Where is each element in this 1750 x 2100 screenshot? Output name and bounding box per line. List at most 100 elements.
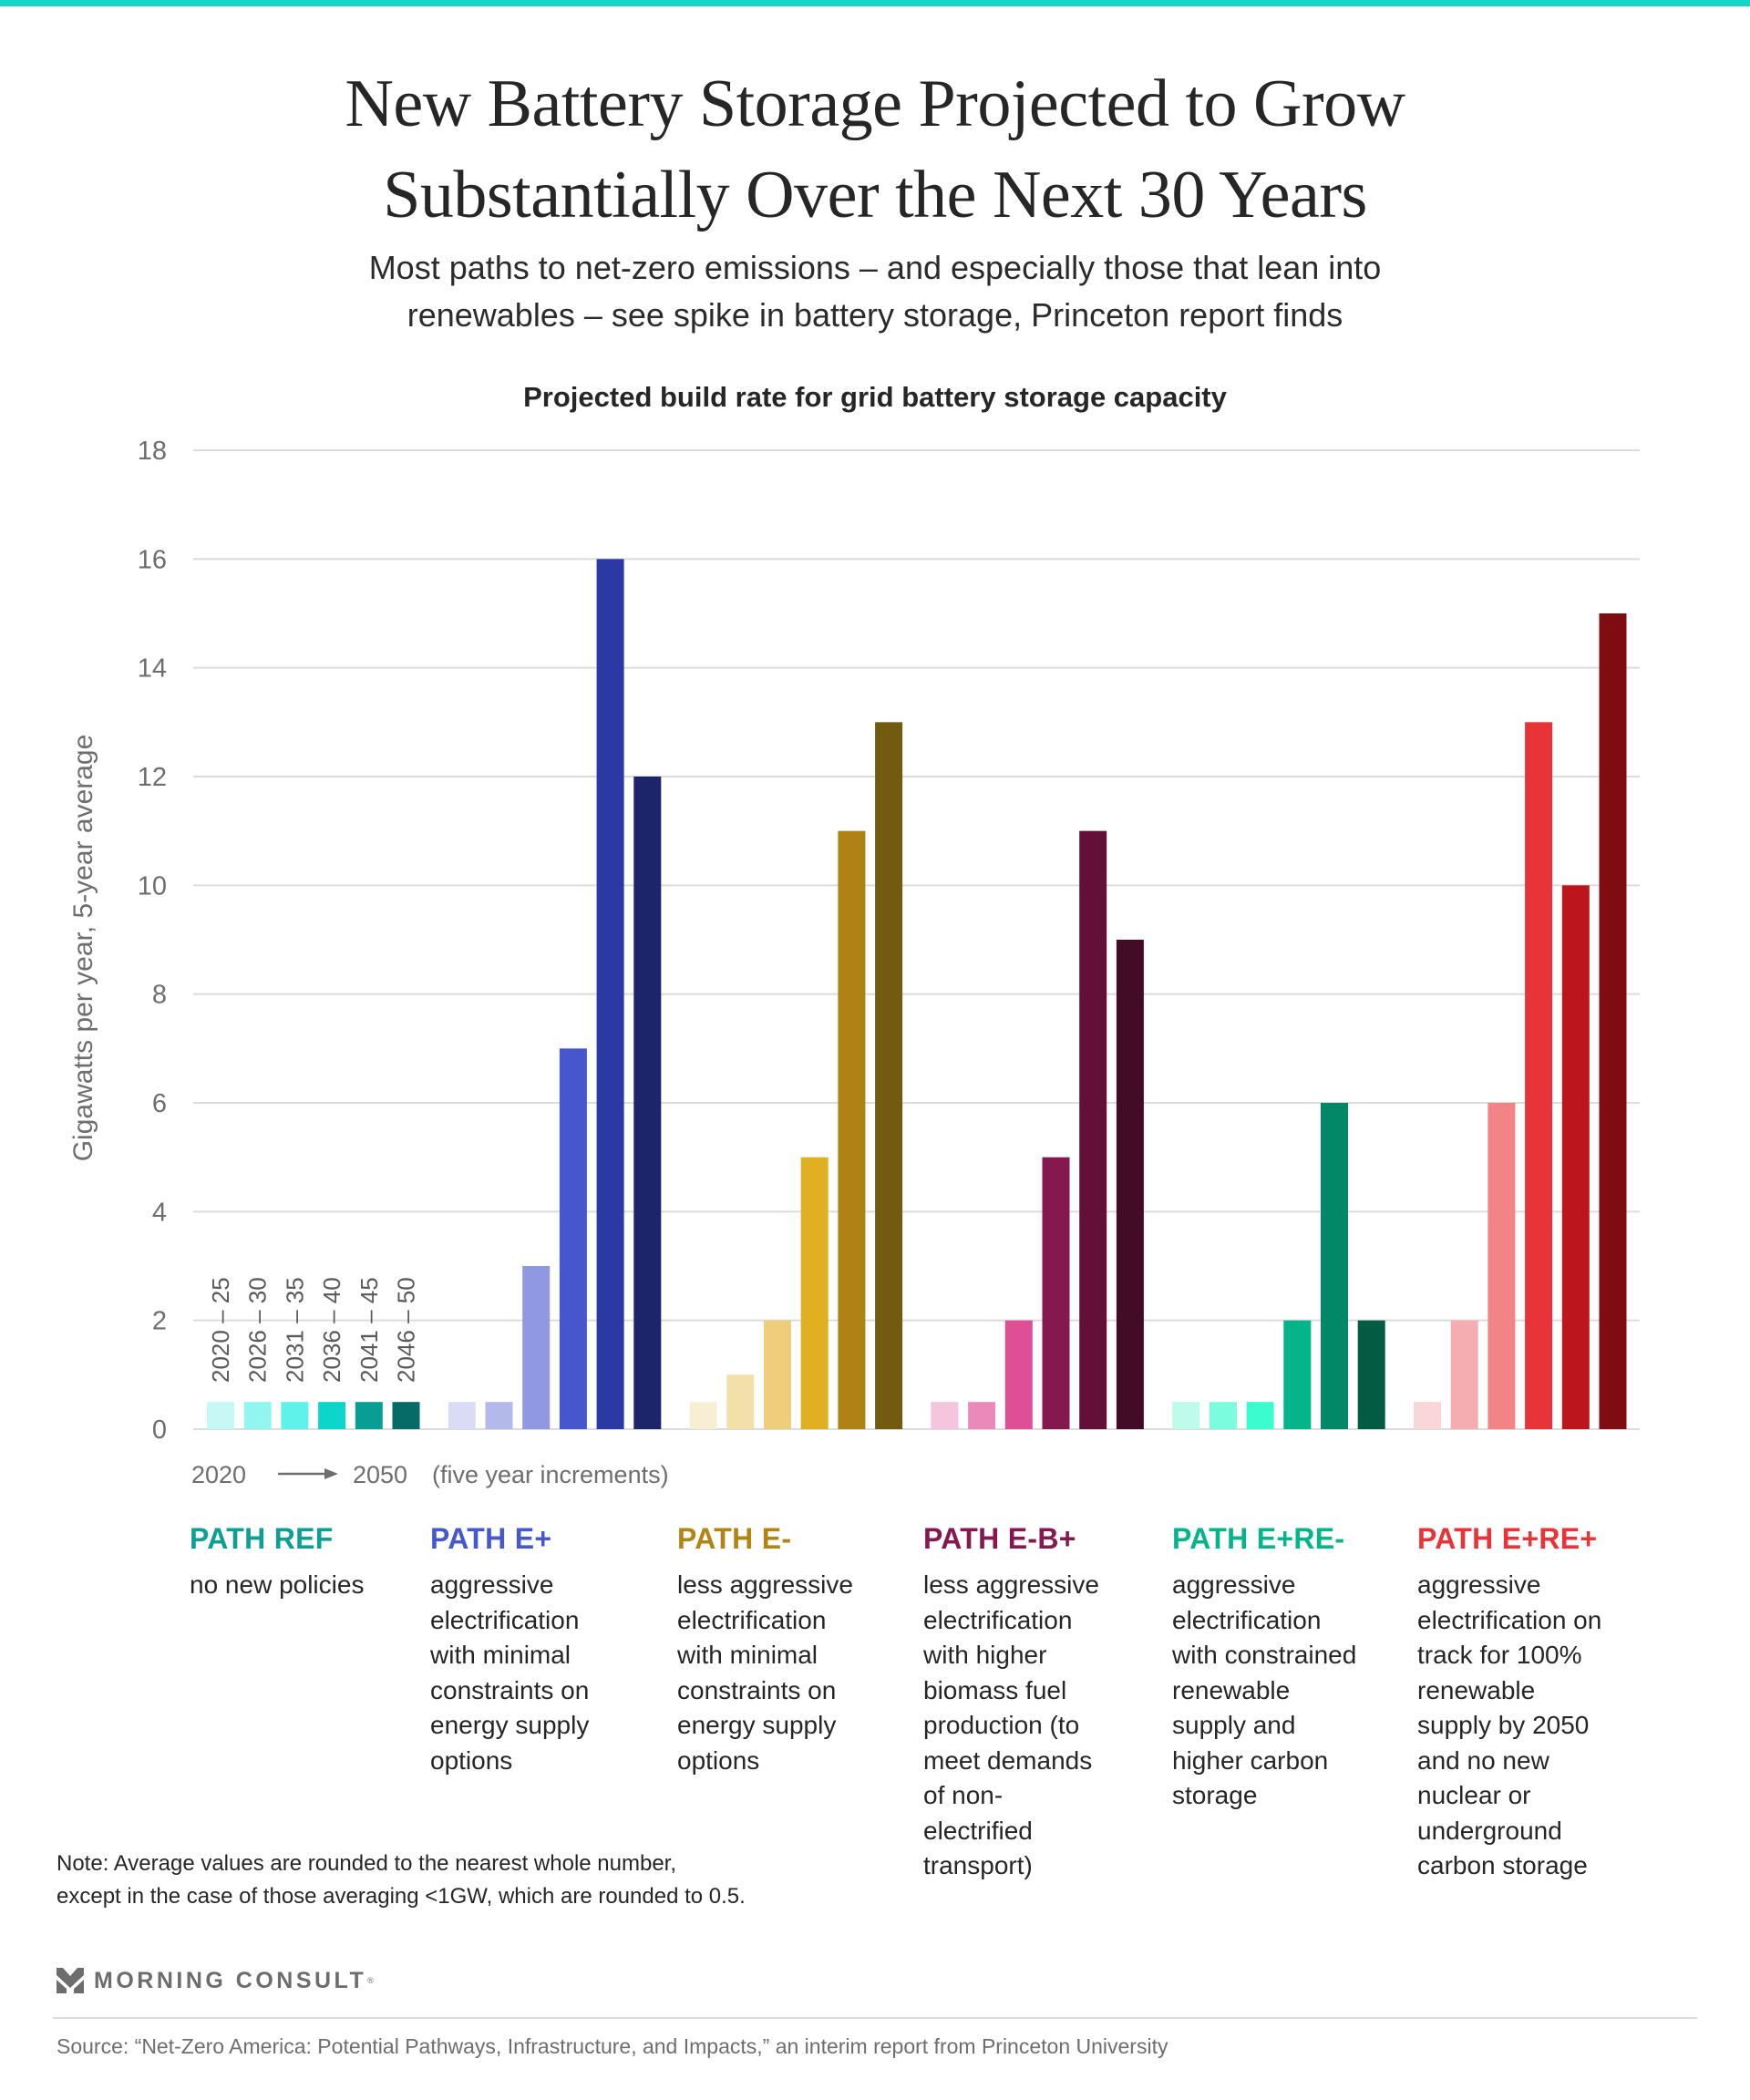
bar: PATH E-B+ 2046 – 50: 9 (1116, 940, 1144, 1429)
bar: PATH E+RE- 2046 – 50: 2 (1357, 1320, 1385, 1429)
bar: PATH E+RE+ 2041 – 45: 10 (1561, 885, 1590, 1429)
bar-chart: 0 2 4 6 8 10 12 14 16 18 Gigawatts per year, 5-ye… (68, 437, 1640, 1488)
path-description-line: carbon storage (1417, 1851, 1588, 1879)
path-description-line: aggressive (430, 1570, 554, 1599)
path-description-line: no new policies (190, 1570, 365, 1599)
path-description-line: aggressive (1417, 1570, 1541, 1599)
bar: PATH REF 2026 – 30: 0.5 (243, 1402, 272, 1429)
bar-group-path-e-re-: PATH E+RE+ 2020 – 25: 0.5 PATH E+RE+ 2026… (1414, 613, 1627, 1429)
bar-group-path-e-: PATH E- 2020 – 25: 0.5 PATH E- 2026 – 30:… (689, 722, 903, 1429)
logo-text: MORNING CONSULT (94, 1967, 367, 1993)
path-description-line: storage (1172, 1781, 1258, 1809)
bar: PATH E+RE+ 2046 – 50: 15 (1599, 613, 1627, 1429)
period-labels: 2020 – 25 2026 – 30 2031 – 35 2036 – 40 2041… (207, 1277, 420, 1383)
path-description-line: less aggressive (677, 1570, 853, 1599)
bar: PATH E- 2020 – 25: 0.5 (689, 1402, 717, 1429)
page-title: New Battery Storage Projected to Grow Su… (0, 58, 1750, 241)
bar: PATH E+RE- 2020 – 25: 0.5 (1172, 1402, 1200, 1429)
y-tick-label: 2 (152, 1307, 167, 1336)
gridlines (193, 449, 1640, 1430)
subtitle-line-2: renewables – see spike in battery storag… (407, 296, 1343, 334)
bar: PATH E+ 2036 – 40: 7 (559, 1048, 587, 1429)
path-description-line: options (677, 1745, 760, 1775)
bar: PATH REF 2041 – 45: 0.5 (355, 1402, 383, 1429)
bar: PATH REF 2046 – 50: 0.5 (392, 1402, 420, 1429)
bar-group-path-e-re-: PATH E+RE- 2020 – 25: 0.5 PATH E+RE- 2026… (1172, 1103, 1385, 1429)
path-description: aggressive electrification with constraine… (1172, 1568, 1400, 1814)
path-name: PATH E+RE+ (1417, 1522, 1598, 1555)
path-description-line: higher carbon (1172, 1745, 1329, 1775)
y-tick-label: 8 (152, 981, 167, 1010)
path-description-line: with constrained (1172, 1641, 1357, 1669)
path-column: PATH E+RE+ aggressive electrification on tr… (1417, 1520, 1645, 1884)
y-axis-ticks: 0 2 4 6 8 10 12 14 16 18 (138, 437, 167, 1445)
note-line-2: except in the case of those averaging <1… (57, 1884, 746, 1909)
bar: PATH E+RE- 2031 – 35: 0.5 (1246, 1402, 1274, 1429)
path-description-line: with higher (923, 1641, 1047, 1669)
path-description-line: supply by 2050 (1417, 1711, 1590, 1739)
path-description: less aggressive electrification with highe… (923, 1568, 1151, 1884)
bar-group-path-e-: PATH E+ 2020 – 25: 0.5 PATH E+ 2026 – 30:… (448, 559, 662, 1429)
path-description-line: with minimal (430, 1641, 571, 1669)
y-axis-label: Gigawatts per year, 5-year average (68, 735, 98, 1162)
bar: PATH E+RE+ 2031 – 35: 6 (1488, 1103, 1516, 1429)
bar: PATH E-B+ 2036 – 40: 5 (1042, 1157, 1070, 1429)
bar: PATH REF 2020 – 25: 0.5 (207, 1402, 234, 1429)
path-description-line: track for 100% (1417, 1641, 1582, 1669)
path-column: PATH E+ aggressive electrification with min… (430, 1520, 658, 1778)
path-description-line: electrification (923, 1605, 1073, 1634)
path-name: PATH E- (677, 1522, 792, 1555)
bar: PATH E- 2031 – 35: 2 (764, 1320, 791, 1429)
path-description-line: and no new (1417, 1745, 1549, 1775)
y-tick-label: 16 (138, 545, 167, 574)
source-citation: Source: “Net-Zero America: Potential Pat… (57, 2034, 1168, 2058)
path-description-line: transport) (923, 1851, 1033, 1879)
title-line-2: Substantially Over the Next 30 Years (383, 158, 1367, 232)
path-description-line: of non- (923, 1781, 1004, 1809)
morning-consult-logo: MORNING CONSULT ® (57, 1967, 374, 1994)
bar: PATH E+RE+ 2026 – 30: 2 (1450, 1320, 1478, 1429)
path-description-line: supply and (1172, 1711, 1296, 1739)
registered-mark: ® (367, 1976, 374, 1985)
path-column: PATH REF no new policies (190, 1520, 417, 1603)
path-description-line: electrification (430, 1605, 580, 1634)
subtitle-line-1: Most paths to net-zero emissions – and e… (368, 249, 1382, 286)
period-label: 2041 – 45 (355, 1277, 383, 1383)
path-description: no new policies (190, 1568, 417, 1603)
path-description-line: electrification (1172, 1605, 1322, 1634)
path-name: PATH E+ (430, 1522, 552, 1555)
bar: PATH E+RE- 2036 – 40: 2 (1283, 1320, 1312, 1429)
path-description: less aggressive electrification with minim… (677, 1568, 905, 1778)
bar: PATH E+RE- 2041 – 45: 6 (1321, 1103, 1348, 1429)
footnote: Note: Average values are rounded to the … (57, 1848, 746, 1913)
path-description-line: aggressive (1172, 1570, 1296, 1599)
y-tick-label: 12 (138, 763, 167, 792)
x-axis-increment-note: (five year increments) (432, 1461, 669, 1488)
bar: PATH E- 2041 – 45: 11 (838, 830, 866, 1429)
y-tick-label: 6 (152, 1089, 167, 1118)
bar: PATH E-B+ 2020 – 25: 0.5 (931, 1402, 959, 1429)
period-label: 2046 – 50 (393, 1277, 420, 1383)
x-axis-start-year: 2020 (191, 1461, 246, 1488)
period-label: 2026 – 30 (244, 1277, 272, 1383)
path-description-line: renewable (1417, 1675, 1536, 1704)
path-description-line: underground (1417, 1816, 1562, 1845)
bar-group-path-ref: PATH REF 2020 – 25: 0.5 PATH REF 2026 – 3… (207, 1402, 420, 1429)
period-label: 2031 – 35 (281, 1277, 308, 1383)
path-description-line: electrification (677, 1605, 827, 1634)
path-description-line: constraints on (677, 1675, 837, 1704)
path-description-line: production (to (923, 1711, 1080, 1739)
bar: PATH REF 2036 – 40: 0.5 (318, 1402, 346, 1429)
y-tick-label: 4 (152, 1198, 167, 1227)
y-tick-label: 18 (138, 437, 167, 466)
y-tick-label: 0 (152, 1415, 167, 1445)
y-tick-label: 10 (138, 871, 167, 901)
bar-group-path-e-b-: PATH E-B+ 2020 – 25: 0.5 PATH E-B+ 2026 –… (931, 830, 1144, 1429)
page-subtitle: Most paths to net-zero emissions – and e… (0, 244, 1750, 339)
note-line-1: Note: Average values are rounded to the … (57, 1851, 677, 1876)
path-column: PATH E-B+ less aggressive electrification w… (923, 1520, 1151, 1884)
path-description-line: biomass fuel (923, 1675, 1067, 1704)
bar: PATH E+RE- 2026 – 30: 0.5 (1209, 1402, 1237, 1429)
path-description: aggressive electrification on track for 10… (1417, 1568, 1645, 1884)
bar: PATH E+ 2020 – 25: 0.5 (448, 1402, 476, 1429)
